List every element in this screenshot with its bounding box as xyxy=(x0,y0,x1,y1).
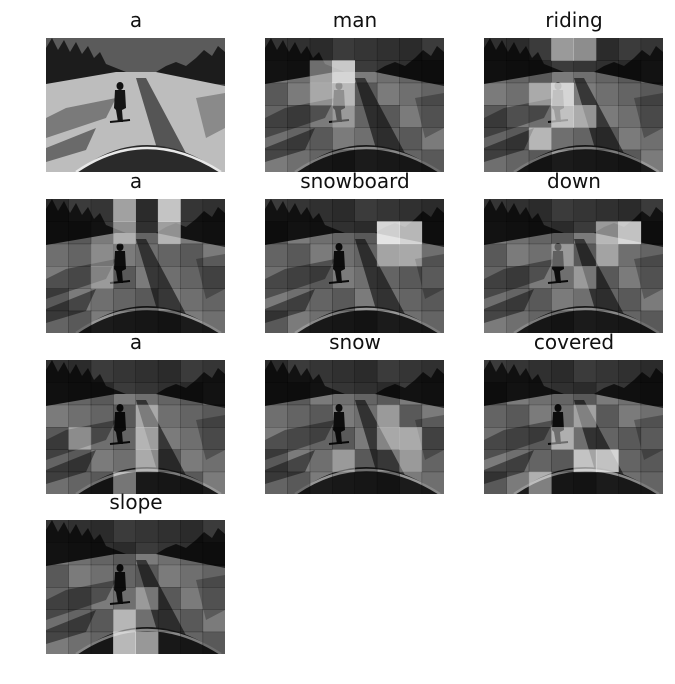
attention-image xyxy=(46,520,225,654)
panel-word: man xyxy=(332,8,378,32)
attention-image xyxy=(265,38,444,172)
attention-image xyxy=(46,38,225,172)
attention-image xyxy=(484,199,663,333)
panel-word: covered xyxy=(533,330,615,354)
attention-image xyxy=(265,199,444,333)
panel-word: a xyxy=(129,169,143,193)
panel-word: a xyxy=(129,330,143,354)
attention-image xyxy=(46,199,225,333)
panel-word: a xyxy=(129,8,143,32)
panel-word: slope xyxy=(109,490,163,514)
panel-word: riding xyxy=(545,8,603,32)
attention-image xyxy=(46,360,225,494)
attention-image xyxy=(484,38,663,172)
panel-word: down xyxy=(547,169,601,193)
attention-image xyxy=(265,360,444,494)
panel-word: snowboard xyxy=(300,169,410,193)
attention-image xyxy=(484,360,663,494)
panel-word: snow xyxy=(329,330,381,354)
